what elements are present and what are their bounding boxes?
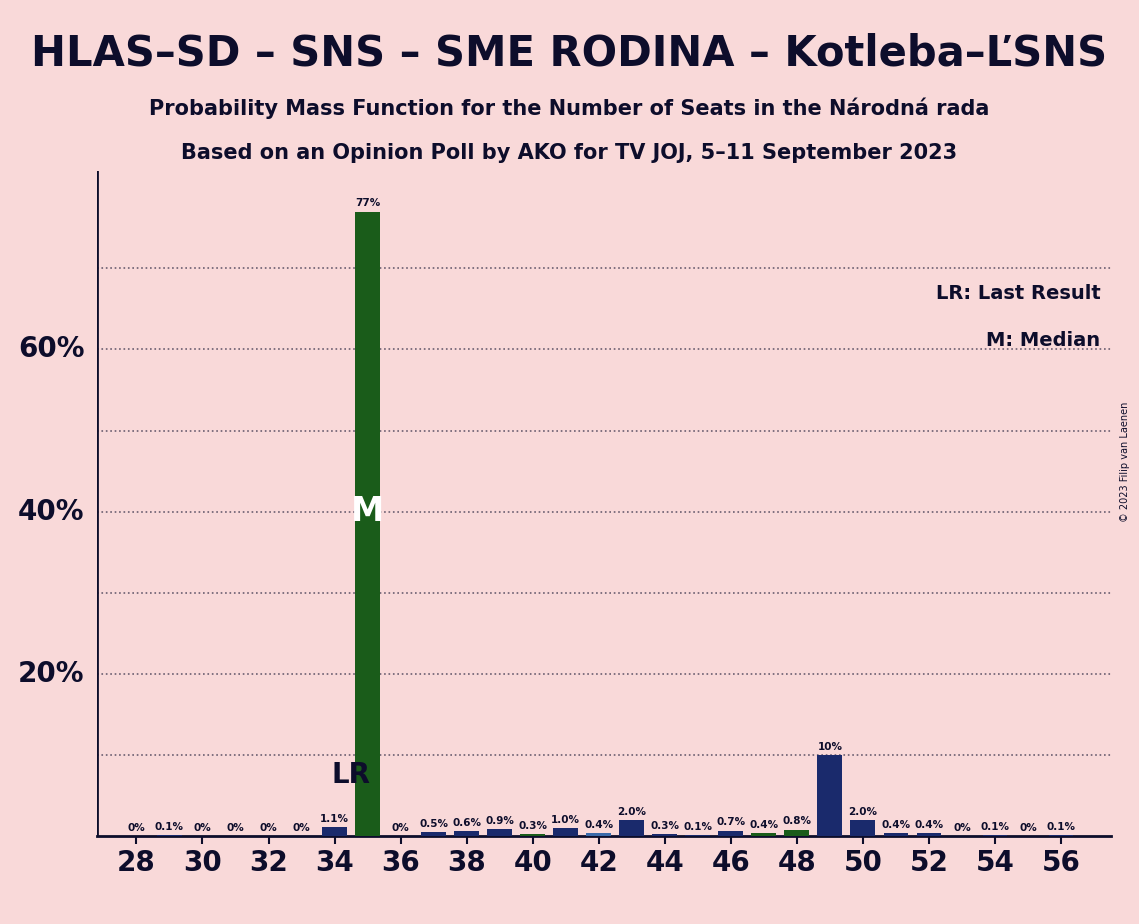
Text: 2.0%: 2.0%	[617, 807, 646, 817]
Text: M: M	[351, 495, 384, 529]
Text: 1.0%: 1.0%	[551, 815, 580, 825]
Bar	[454, 832, 480, 836]
Text: 1.1%: 1.1%	[320, 814, 349, 824]
Text: Probability Mass Function for the Number of Seats in the Národná rada: Probability Mass Function for the Number…	[149, 97, 990, 118]
Text: 10%: 10%	[818, 742, 843, 752]
Bar	[487, 829, 513, 836]
Text: 0.9%: 0.9%	[485, 816, 514, 826]
Text: Based on an Opinion Poll by AKO for TV JOJ, 5–11 September 2023: Based on an Opinion Poll by AKO for TV J…	[181, 143, 958, 164]
Text: 20%: 20%	[18, 660, 84, 688]
Text: 0.4%: 0.4%	[584, 820, 613, 830]
Text: 0.4%: 0.4%	[915, 820, 943, 830]
Text: 0%: 0%	[260, 823, 278, 833]
Text: © 2023 Filip van Laenen: © 2023 Filip van Laenen	[1121, 402, 1130, 522]
Text: 40%: 40%	[18, 498, 84, 526]
Bar	[917, 833, 941, 836]
Bar	[818, 755, 842, 836]
Bar	[752, 833, 776, 836]
Text: 0%: 0%	[392, 823, 410, 833]
Bar	[851, 820, 875, 836]
Text: 0.7%: 0.7%	[716, 818, 745, 827]
Text: 0.1%: 0.1%	[981, 822, 1009, 833]
Bar	[785, 830, 809, 836]
Text: 0%: 0%	[128, 823, 146, 833]
Text: 0.1%: 0.1%	[1047, 822, 1075, 833]
Text: 0%: 0%	[953, 823, 970, 833]
Text: LR: LR	[331, 761, 370, 789]
Text: 0.4%: 0.4%	[749, 820, 778, 830]
Text: 60%: 60%	[18, 335, 84, 363]
Text: 0.5%: 0.5%	[419, 819, 448, 829]
Bar	[554, 828, 579, 836]
Text: 0%: 0%	[194, 823, 212, 833]
Bar	[355, 212, 380, 836]
Text: 0%: 0%	[1019, 823, 1036, 833]
Text: HLAS–SD – SNS – SME RODINA – Kotleba–ĽSNS: HLAS–SD – SNS – SME RODINA – Kotleba–ĽSN…	[32, 32, 1107, 74]
Bar	[884, 833, 908, 836]
Text: 0.4%: 0.4%	[882, 820, 910, 830]
Text: 77%: 77%	[355, 199, 380, 208]
Bar	[521, 833, 546, 836]
Text: LR: Last Result: LR: Last Result	[935, 284, 1100, 303]
Text: 0.8%: 0.8%	[782, 817, 811, 826]
Bar	[322, 827, 347, 836]
Text: 0.1%: 0.1%	[155, 822, 185, 833]
Bar	[421, 833, 446, 836]
Bar	[620, 820, 645, 836]
Text: 0.3%: 0.3%	[650, 821, 679, 831]
Text: 0.6%: 0.6%	[452, 818, 481, 828]
Text: 2.0%: 2.0%	[849, 807, 877, 817]
Text: 0.3%: 0.3%	[518, 821, 547, 831]
Bar	[653, 833, 678, 836]
Text: 0.1%: 0.1%	[683, 822, 712, 833]
Text: 0%: 0%	[227, 823, 245, 833]
Text: M: Median: M: Median	[986, 331, 1100, 349]
Bar	[719, 831, 743, 836]
Text: 0%: 0%	[293, 823, 311, 833]
Bar	[587, 833, 612, 836]
